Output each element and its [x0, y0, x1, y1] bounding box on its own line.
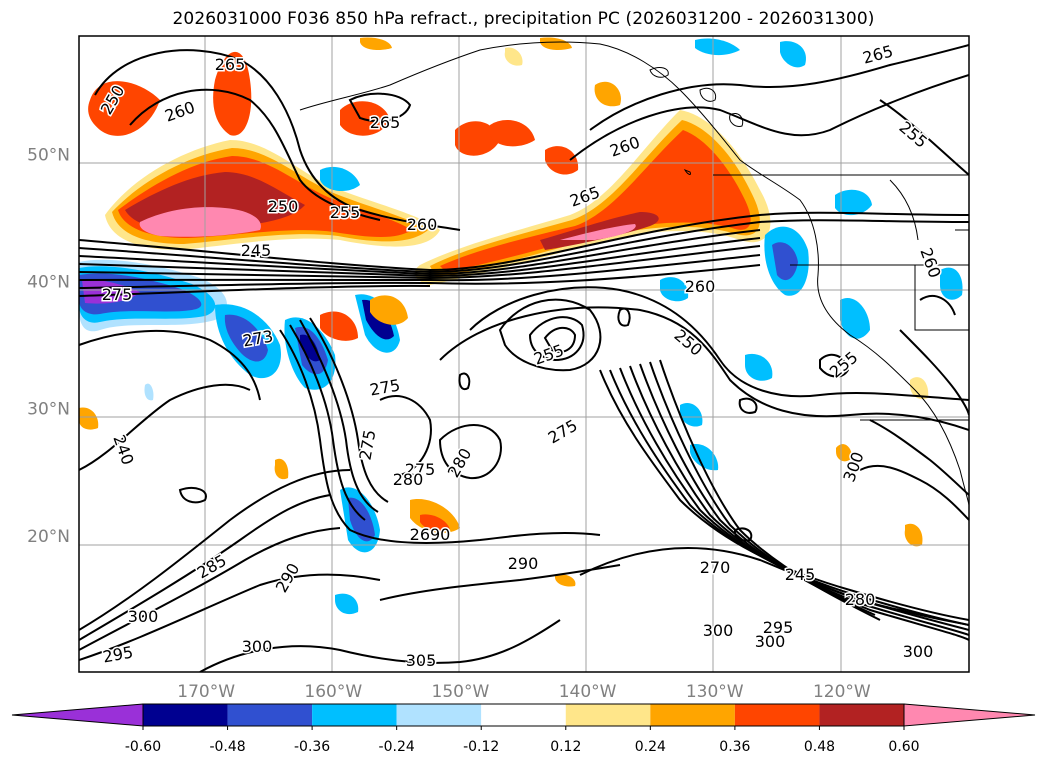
contour-label-20: 2690: [410, 525, 451, 544]
lat-label-2: 30°N: [27, 400, 70, 420]
colorbar-extend-low: [11, 703, 144, 727]
plot-frame: [78, 35, 970, 673]
contour-label-16: 275: [355, 428, 379, 461]
colorbar-segment-0: [143, 704, 228, 726]
contour-label-6: 255: [330, 203, 361, 222]
map-title: 2026031000 F036 850 hPa refract., precip…: [172, 9, 875, 29]
contour-label-21: 270: [700, 558, 731, 577]
colorbar-tick-label-4: -0.12: [463, 739, 499, 755]
colorbar-tick-label-7: 0.36: [719, 739, 750, 755]
lat-label-0: 50°N: [27, 145, 70, 165]
colorbar-tick-label-0: -0.60: [125, 739, 161, 755]
colorbar-segment-3: [396, 704, 482, 726]
contour-label-26: 300: [128, 607, 159, 626]
colorbar-segment-2: [312, 704, 397, 726]
latitude-labels: 50°N 40°N 30°N 20°N: [27, 145, 70, 547]
colorbar-segment-7: [734, 704, 820, 726]
contour-label-18: 280: [393, 470, 424, 489]
colorbar-outline: [142, 703, 905, 727]
colorbar-segment-4: [481, 704, 566, 726]
refractivity-contours: [79, 44, 969, 672]
contour-label-9: 245: [241, 241, 272, 260]
contour-label-11: 260: [685, 277, 716, 296]
lon-label-3: 140°W: [559, 682, 617, 702]
colorbar-segment-1: [227, 704, 313, 726]
lat-label-3: 20°N: [27, 527, 70, 547]
contour-label-31: 300: [755, 632, 786, 651]
colorbar-tick-label-9: 0.60: [888, 739, 919, 755]
colorbar: -0.60 -0.48 -0.36 -0.24 -0.12 0.12 0.24 0.36 0.4…: [11, 703, 1036, 755]
lon-label-1: 160°W: [304, 682, 362, 702]
contour-label-7: 260: [407, 215, 438, 234]
contour-label-23: 290: [508, 554, 539, 573]
colorbar-segment-6: [650, 704, 735, 726]
precipitation-fill-layer: [79, 37, 963, 615]
contour-label-2: 265: [215, 55, 246, 74]
contour-label-32: 305: [406, 651, 437, 670]
contour-label-29: 300: [703, 621, 734, 640]
contour-label-3: 265: [370, 113, 401, 132]
lon-label-5: 120°W: [813, 682, 871, 702]
colorbar-segment-8: [819, 704, 904, 726]
contour-label-41: 280: [845, 590, 876, 609]
colorbar-segment-5: [565, 704, 651, 726]
lon-label-2: 150°W: [432, 682, 490, 702]
contour-label-28: 300: [242, 637, 273, 656]
contour-label-17: 275: [405, 460, 436, 479]
colorbar-tick-label-2: -0.36: [294, 739, 330, 755]
contour-label-10: 275: [102, 285, 133, 304]
contour-label-22: 245: [785, 565, 816, 584]
colorbar-tick-label-1: -0.48: [209, 739, 245, 755]
colorbar-tick-label-6: 0.24: [635, 739, 666, 755]
colorbar-tick-label-5: 0.12: [550, 739, 581, 755]
colorbar-extend-high: [903, 703, 1036, 727]
coastlines: [299, 41, 969, 506]
lon-label-4: 130°W: [686, 682, 744, 702]
colorbar-tick-label-8: 0.48: [804, 739, 835, 755]
lat-label-1: 40°N: [27, 272, 70, 292]
colorbar-tick-label-3: -0.24: [379, 739, 415, 755]
contour-label-33: 300: [903, 642, 934, 661]
lon-label-0: 170°W: [177, 682, 235, 702]
contour-label-5: 250: [268, 197, 299, 216]
longitude-labels: 170°W 160°W 150°W 140°W 130°W 120°W: [177, 682, 871, 702]
contour-label-30: 295: [763, 618, 794, 637]
